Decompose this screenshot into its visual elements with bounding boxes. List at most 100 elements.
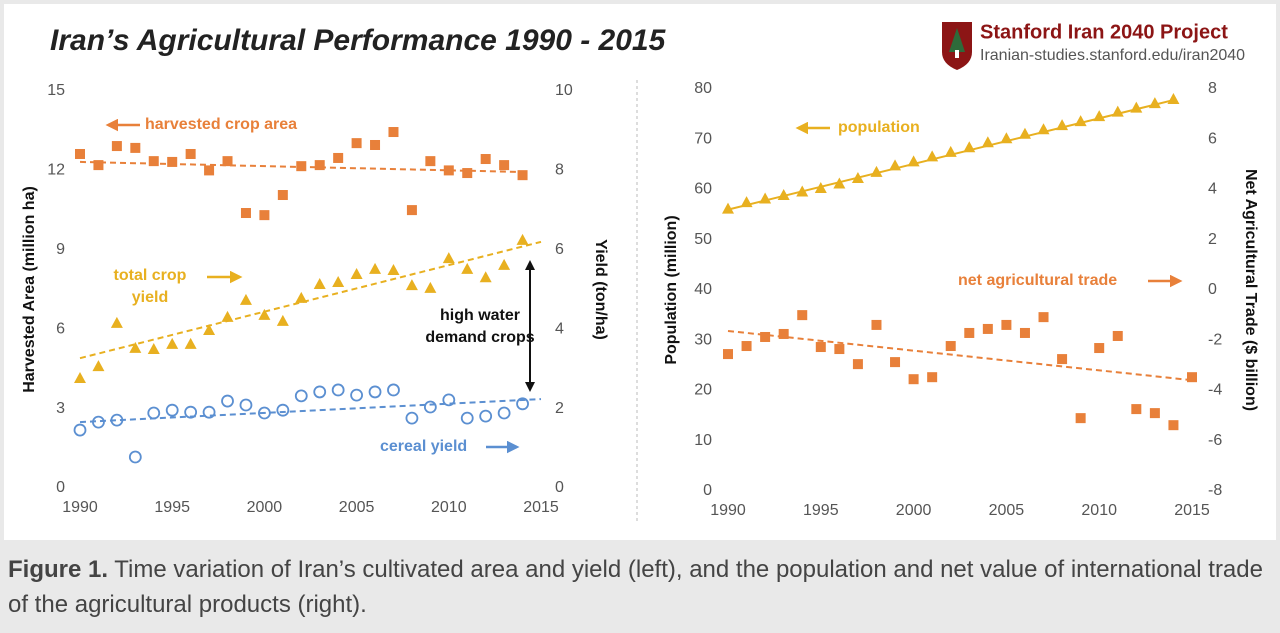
point [110,413,124,427]
point [165,403,179,417]
y-tick-label: 6 [56,320,65,337]
point [796,185,809,197]
y2-tick-label: -2 [1208,331,1222,348]
point [442,252,455,264]
point [332,275,345,287]
x-tick-label: 2010 [431,499,467,516]
point [760,331,771,342]
point [295,291,308,303]
point [314,160,325,171]
point [759,192,772,204]
y2-tick-label: -8 [1208,482,1222,499]
point [964,327,975,338]
y2-tick-label: 0 [555,479,564,496]
point [1038,312,1049,323]
x-tick-label: 1995 [154,499,190,516]
point [331,383,345,397]
panel [4,4,1276,540]
y2-tick-label: -4 [1208,382,1222,399]
point [239,293,252,305]
y-tick-label: 80 [694,80,712,97]
point [129,341,142,353]
x-tick-label: 1990 [62,499,98,516]
y2-tick-label: 8 [1208,80,1217,97]
point [945,341,956,352]
point [184,405,198,419]
point [128,450,142,464]
point [221,310,234,322]
y2-axis-label: Net Agricultural Trade ($ billion) [1242,169,1259,411]
y2-tick-label: -6 [1208,432,1222,449]
point [369,262,382,274]
point [723,349,733,360]
y-tick-label: 0 [703,482,712,499]
point [1168,420,1179,431]
y-tick-label: 20 [694,382,712,399]
point [93,160,104,171]
y-tick-label: 12 [47,162,65,179]
y-tick-label: 0 [56,479,65,496]
point [184,337,197,349]
point [405,279,418,291]
point [927,372,938,383]
point [202,405,216,419]
point [73,423,87,437]
point [926,150,939,162]
point [333,152,344,163]
point [1131,404,1142,415]
point [1074,115,1087,127]
point [480,154,491,165]
point [1094,343,1105,354]
point [1148,97,1161,109]
y-tick-label: 50 [694,231,712,248]
point [516,233,529,245]
point [461,262,474,274]
point [479,409,493,423]
point [944,145,957,157]
y2-tick-label: 8 [555,162,564,179]
point [166,337,179,349]
point [240,208,251,219]
y2-tick-label: 2 [555,400,564,417]
point [1019,327,1030,338]
point [981,136,994,148]
point [167,156,178,167]
point [870,165,883,177]
point [778,328,789,339]
point [516,397,529,411]
caption-label: Figure 1. [8,556,109,583]
logo [942,22,972,70]
point [1130,101,1143,113]
point [351,138,362,149]
trend-line [727,329,1193,382]
y2-tick-label: 4 [1208,181,1217,198]
point [1093,110,1106,122]
x-tick-label: 2000 [896,502,932,519]
point [889,159,902,171]
point [1056,119,1069,131]
point [368,385,382,399]
caption-text: Time variation of Iran’s cultivated area… [8,556,1263,618]
point [1112,330,1123,341]
point [425,156,436,167]
series-label: harvested crop area [145,116,298,133]
point [1018,127,1031,139]
point [423,400,437,414]
point [239,398,253,412]
y-tick-label: 60 [694,181,712,198]
logo-title: Stanford Iran 2040 Project [980,21,1228,43]
point [370,139,381,150]
y2-tick-label: 6 [555,241,564,258]
point [388,127,399,138]
point [204,165,215,176]
y-axis-label: Harvested Area (million ha) [21,186,38,393]
point [258,308,271,320]
y-tick-label: 30 [694,331,712,348]
point [851,171,864,183]
point [963,141,976,153]
point [460,411,474,425]
point [722,202,734,214]
series-label: cereal yield [380,438,468,455]
point [424,281,437,293]
point [777,189,790,201]
